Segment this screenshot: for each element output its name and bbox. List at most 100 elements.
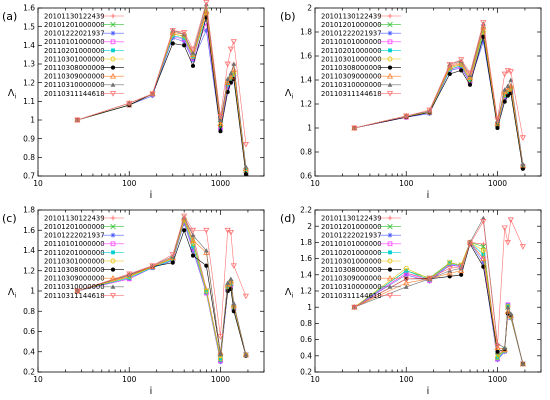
data-point	[466, 241, 474, 248]
series-20110311144618	[74, 213, 249, 340]
series-line	[77, 215, 247, 337]
y-tick-label: 1	[307, 124, 312, 133]
data-point	[502, 345, 508, 350]
y-tick-label: 1.4	[300, 270, 312, 279]
legend-marker	[387, 215, 393, 221]
legend-label: 20101222021937	[321, 232, 382, 240]
legend-label: 20101201000000	[44, 223, 105, 231]
data-point	[403, 265, 409, 271]
data-point	[458, 264, 465, 270]
legend: 2010113012243920101201000000201012220219…	[44, 214, 124, 300]
data-point	[505, 93, 510, 98]
data-point	[231, 61, 237, 66]
y-tick-label: 0.2	[23, 368, 35, 377]
y-tick-label: 1.5	[23, 22, 35, 31]
panel-a: 0.70.80.911.11.21.31.41.51.610 100 1000iΛi…	[2, 0, 265, 201]
plot-frame	[37, 7, 265, 177]
data-point	[494, 119, 501, 126]
data-point	[458, 267, 465, 274]
data-point	[351, 304, 358, 311]
data-point	[480, 20, 487, 26]
data-point	[508, 77, 514, 82]
plot-frame	[314, 7, 542, 177]
data-point	[403, 276, 410, 283]
legend-marker	[387, 56, 393, 62]
data-point	[426, 107, 433, 114]
data-point	[495, 354, 500, 360]
data-point	[403, 284, 409, 289]
legend-marker	[387, 267, 393, 272]
legend-label: 20110301000000	[44, 257, 105, 265]
legend-label: 20110311144618	[321, 292, 382, 300]
data-point	[217, 120, 224, 127]
data-point	[190, 63, 196, 68]
data-point	[427, 108, 432, 114]
data-point	[446, 269, 453, 276]
legend: 2010113012243920101201000000201012220219…	[44, 12, 124, 98]
legend-label: 20110311144618	[44, 292, 105, 300]
legend-marker	[110, 258, 116, 264]
legend-marker	[387, 223, 393, 230]
series-line	[354, 241, 524, 364]
x-tick-label: 1000	[211, 375, 230, 384]
y-tick-label: 0.4	[300, 351, 312, 360]
data-point	[447, 67, 452, 72]
legend-label: 20110201000000	[321, 47, 382, 55]
y-tick-label: 0.8	[300, 148, 312, 157]
y-tick-label: 1.2	[23, 78, 35, 87]
data-point	[181, 29, 188, 36]
data-point	[227, 229, 234, 236]
data-point	[504, 86, 511, 92]
data-point	[447, 71, 452, 77]
legend-label: 20110308000000	[321, 64, 382, 72]
legend-label: 20101130122439	[44, 214, 105, 222]
data-point	[480, 39, 486, 44]
legend-marker	[386, 293, 394, 299]
y-tick-label: 1.6	[300, 254, 312, 263]
data-point	[520, 166, 525, 171]
y-tick-label: 1	[30, 287, 35, 296]
data-point	[242, 293, 249, 300]
legend: 2010113012243920101201000000201012220219…	[321, 12, 401, 98]
legend-marker	[111, 48, 115, 53]
data-point	[126, 272, 132, 277]
legend-label: 20101130122439	[321, 12, 382, 20]
x-axis-label: i	[150, 386, 153, 397]
legend-label: 20110309000000	[44, 275, 105, 283]
y-tick-label: 1.6	[300, 52, 312, 61]
data-point	[170, 41, 175, 46]
legend-marker	[110, 215, 116, 221]
data-point	[507, 82, 514, 89]
data-point	[230, 66, 237, 72]
y-tick-label: 0.2	[300, 368, 312, 377]
legend-label: 20110310000000	[44, 81, 105, 89]
x-tick-label: 10	[33, 179, 43, 188]
legend-marker	[110, 267, 116, 272]
data-point	[230, 39, 237, 45]
legend-marker	[110, 21, 116, 28]
legend-marker	[110, 39, 116, 45]
data-point	[508, 311, 514, 316]
data-point	[520, 164, 525, 169]
legend-label: 20110308000000	[44, 266, 105, 274]
y-axis-label: Λi	[8, 287, 17, 300]
data-point	[190, 50, 196, 55]
y-tick-label: 1.4	[23, 41, 35, 50]
data-point	[519, 244, 526, 250]
data-point	[242, 141, 249, 148]
y-tick-label: 0.6	[300, 335, 312, 344]
y-tick-label: 0.8	[23, 307, 35, 316]
data-point	[507, 69, 514, 75]
y-tick-label: 1.3	[23, 60, 35, 69]
legend-label: 20110310000000	[321, 283, 382, 291]
data-point	[203, 0, 210, 6]
data-point	[74, 288, 81, 295]
legend-marker	[388, 48, 392, 53]
data-point	[427, 276, 432, 281]
legend-label: 20110101000000	[44, 38, 105, 46]
y-tick-label: 1.8	[23, 206, 35, 215]
legend-label: 20110309000000	[321, 73, 382, 81]
data-point	[505, 83, 511, 88]
legend-label: 20110309000000	[321, 275, 382, 283]
